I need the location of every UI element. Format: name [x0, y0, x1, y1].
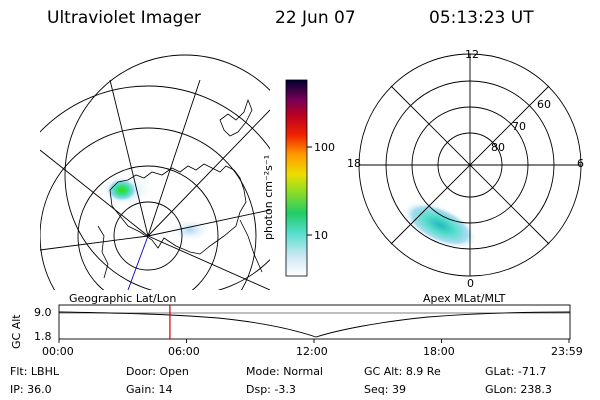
status-door: Door: Open	[126, 365, 189, 378]
mlt-label-0: 0	[467, 277, 474, 290]
lat-label-70: 70	[512, 120, 526, 133]
status-dsp: Dsp: -3.3	[246, 383, 296, 396]
status-seq: Seq: 39	[364, 383, 406, 396]
date-label: 22 Jun 07	[275, 8, 356, 28]
left-map-label: Geographic Lat/Lon	[69, 292, 177, 305]
status-gc-alt: GC Alt: 8.9 Re	[364, 365, 441, 378]
status-mode: Mode: Normal	[246, 365, 323, 378]
status-ip: IP: 36.0	[10, 383, 52, 396]
colorbar	[285, 79, 312, 277]
timeline-xtick-0000: 00:00	[42, 345, 74, 358]
lat-label-60: 60	[537, 98, 551, 111]
status-flt: Flt: LBHL	[10, 365, 59, 378]
timeline-xtick-1200: 12:00	[296, 345, 328, 358]
timeline-ytick-1-8: 1.8	[34, 330, 52, 343]
colorbar-tick-10: 10	[314, 229, 328, 242]
colorbar-tick-100: 100	[314, 141, 335, 154]
timeline-xtick-0600: 06:00	[168, 345, 200, 358]
lat-label-80: 80	[491, 141, 505, 154]
timeline-axis-label: GC Alt	[10, 314, 23, 349]
geographic-map	[40, 54, 270, 291]
timeline-xtick-2359: 23:59	[551, 345, 583, 358]
time-label: 05:13:23 UT	[429, 8, 534, 28]
nadir-line	[127, 235, 149, 291]
orbit-timeline	[58, 304, 571, 343]
instrument-title: Ultraviolet Imager	[47, 8, 201, 28]
mlt-label-12: 12	[465, 48, 479, 61]
status-glon: GLon: 238.3	[485, 383, 552, 396]
mlt-label-6: 6	[577, 157, 584, 170]
right-map-label: Apex MLat/MLT	[423, 292, 506, 305]
status-glat: GLat: -71.7	[485, 365, 547, 378]
timeline-ytick-9: 9.0	[34, 306, 52, 319]
mlat-mlt-plot	[358, 53, 582, 277]
mlt-label-18: 18	[347, 157, 361, 170]
status-gain: Gain: 14	[126, 383, 173, 396]
colorbar-unit-label: photon cm⁻²s⁻¹	[262, 154, 275, 240]
timeline-xtick-1800: 18:00	[423, 345, 455, 358]
